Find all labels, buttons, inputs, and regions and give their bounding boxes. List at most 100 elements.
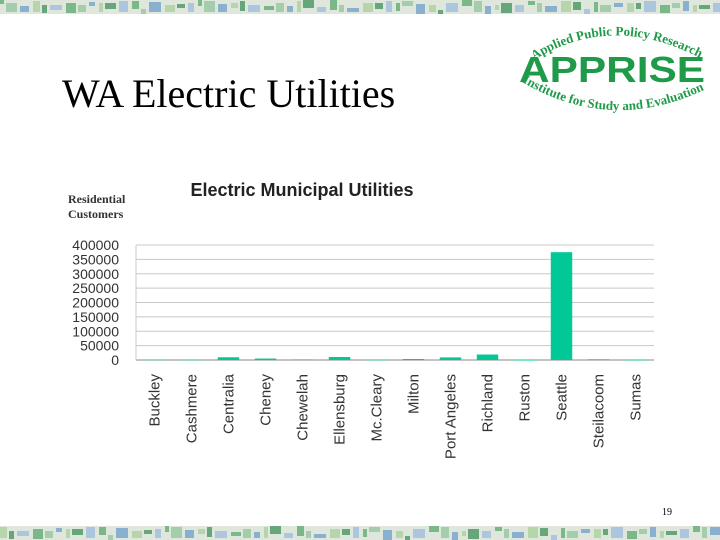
y-tick-label: 150000 [72,309,119,325]
border-mark [204,1,215,12]
border-mark [264,527,268,538]
border-mark [396,531,403,538]
border-mark [537,3,542,12]
bar [439,357,462,360]
border-mark [105,3,116,9]
x-tick-label: Milton [406,374,423,414]
y-axis-label-line-1: Residential [68,192,126,206]
bar [365,359,388,361]
border-mark [347,8,359,12]
border-mark [495,527,502,531]
border-mark [20,6,29,12]
border-mark [66,529,70,538]
border-mark [306,531,311,538]
border-mark [243,529,251,538]
border-mark [644,1,656,12]
border-mark [297,526,304,536]
border-mark [462,0,472,6]
top-border-pattern [0,0,720,14]
apprise-logo: Applied Public Policy Research APPRISE I… [512,20,712,130]
border-mark [231,3,238,8]
x-tick-label: Mc.Cleary [369,374,386,442]
bar [476,354,499,360]
border-mark [339,5,344,12]
x-tick-label: Centralia [221,373,238,434]
y-tick-label: 100000 [72,323,119,339]
border-mark [116,528,128,538]
border-mark [155,529,161,538]
border-mark [416,4,425,14]
border-mark [297,1,301,12]
x-tick-label: Port Angeles [443,374,460,459]
border-mark [504,529,509,538]
x-tick-label: Seattle [554,374,571,421]
border-mark [485,6,491,14]
y-tick-label: 400000 [72,237,119,253]
border-mark [33,1,40,12]
border-mark [446,3,458,12]
border-mark [353,527,359,538]
bar [217,357,240,360]
border-mark [248,5,260,12]
bar-chart: Electric Municipal Utilities Residential… [60,170,680,480]
border-mark [611,527,623,538]
border-mark [693,5,697,12]
border-mark [710,527,720,535]
y-tick-label: 300000 [72,266,119,282]
border-mark [0,527,7,538]
border-mark [561,1,571,12]
slide-title: WA Electric Utilities [62,71,396,116]
bar [402,358,425,360]
border-mark [672,3,680,8]
border-mark [363,3,373,12]
border-mark [495,5,499,10]
y-tick-label: 350000 [72,251,119,267]
border-mark [468,529,479,539]
x-tick-label: Ellensburg [332,374,349,445]
border-mark [78,5,86,12]
border-mark [141,9,146,14]
border-mark [89,2,95,6]
border-mark [438,10,443,14]
border-mark [66,3,76,13]
border-mark [99,527,106,535]
x-tick-label: Chewelah [295,374,312,441]
x-tick-label: Sumas [628,374,645,421]
border-mark [33,529,43,539]
border-mark [56,528,62,532]
border-mark [231,532,241,536]
border-mark [330,529,340,538]
border-mark [515,5,524,12]
bottom-border-pattern [0,526,720,540]
border-mark [581,529,590,533]
border-mark [567,531,578,538]
border-mark [207,527,212,537]
border-mark [165,5,175,12]
border-mark [198,0,202,6]
border-mark [108,535,113,540]
border-mark [405,536,410,540]
border-mark [561,528,565,538]
border-mark [72,529,83,535]
border-mark [594,529,601,538]
border-mark [636,3,641,9]
border-mark [276,3,284,12]
y-tick-label: 50000 [80,338,119,354]
border-mark [627,531,637,539]
border-mark [600,5,611,12]
border-mark [45,531,53,538]
border-mark [0,0,4,4]
bar [180,359,203,361]
border-mark [50,5,62,10]
border-mark [639,529,647,534]
border-mark [462,531,466,536]
border-mark [188,3,194,12]
border-mark [594,2,598,12]
border-mark [198,529,205,534]
border-mark [702,527,707,538]
border-mark [185,530,194,538]
bar [254,358,277,360]
bar [550,252,573,360]
border-mark [545,6,557,12]
border-mark [482,531,491,538]
